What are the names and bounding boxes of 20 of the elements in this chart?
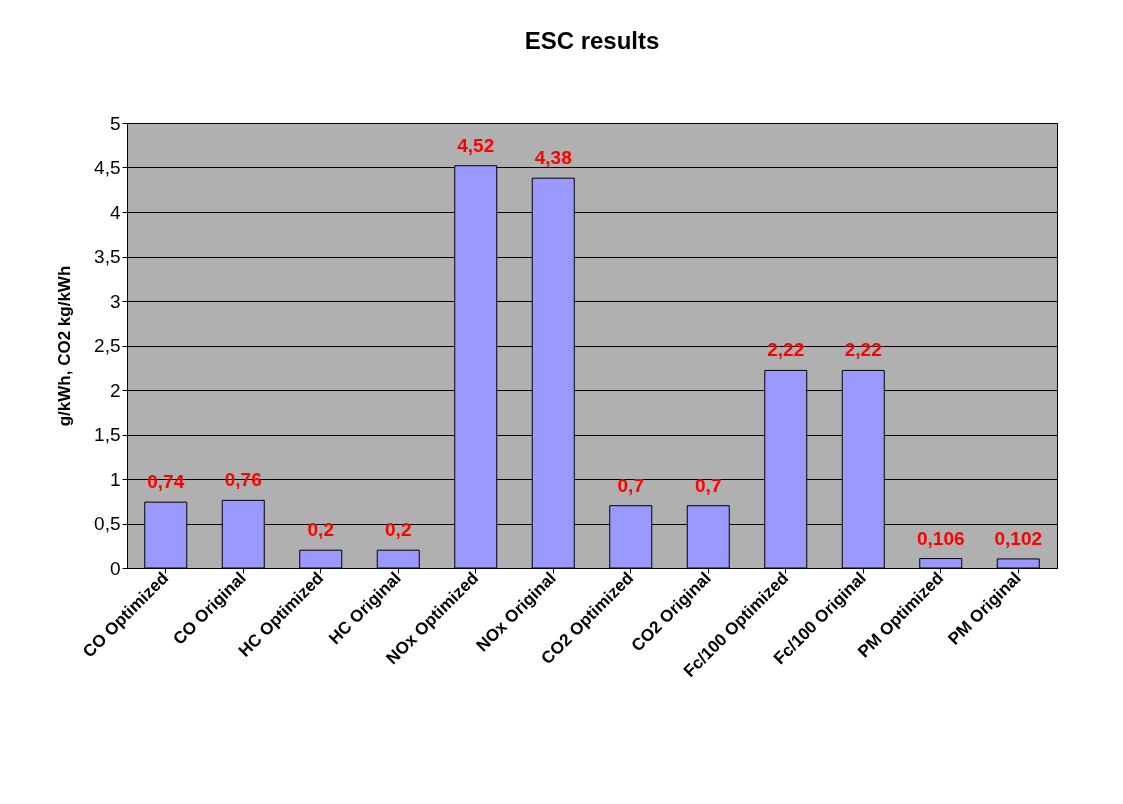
y-tick-label: 0,5 <box>94 513 121 534</box>
data-label: 0,102 <box>994 527 1043 549</box>
data-label: 0,2 <box>385 519 412 541</box>
data-label: 4,52 <box>457 134 495 156</box>
data-label: 0,2 <box>307 519 334 541</box>
data-label: 0,7 <box>617 474 644 496</box>
y-tick-label: 4 <box>109 201 121 223</box>
y-tick-label: 2 <box>109 379 121 401</box>
y-tick-label: 3,5 <box>94 246 121 267</box>
y-tick-label: 4,5 <box>94 157 121 178</box>
y-tick-label: 5 <box>109 112 121 134</box>
y-axis-title: g/kWh, CO2 kg/kWh <box>55 265 75 427</box>
y-tick-label: 3 <box>109 290 121 312</box>
y-tick-label: 1,5 <box>94 424 121 445</box>
y-tick-label: 2,5 <box>94 335 121 356</box>
data-label: 4,38 <box>534 147 572 169</box>
chart-title: ESC results <box>524 27 660 54</box>
data-label: 0,7 <box>695 474 722 496</box>
data-label: 0,106 <box>916 527 965 549</box>
y-tick-label: 1 <box>109 468 121 490</box>
